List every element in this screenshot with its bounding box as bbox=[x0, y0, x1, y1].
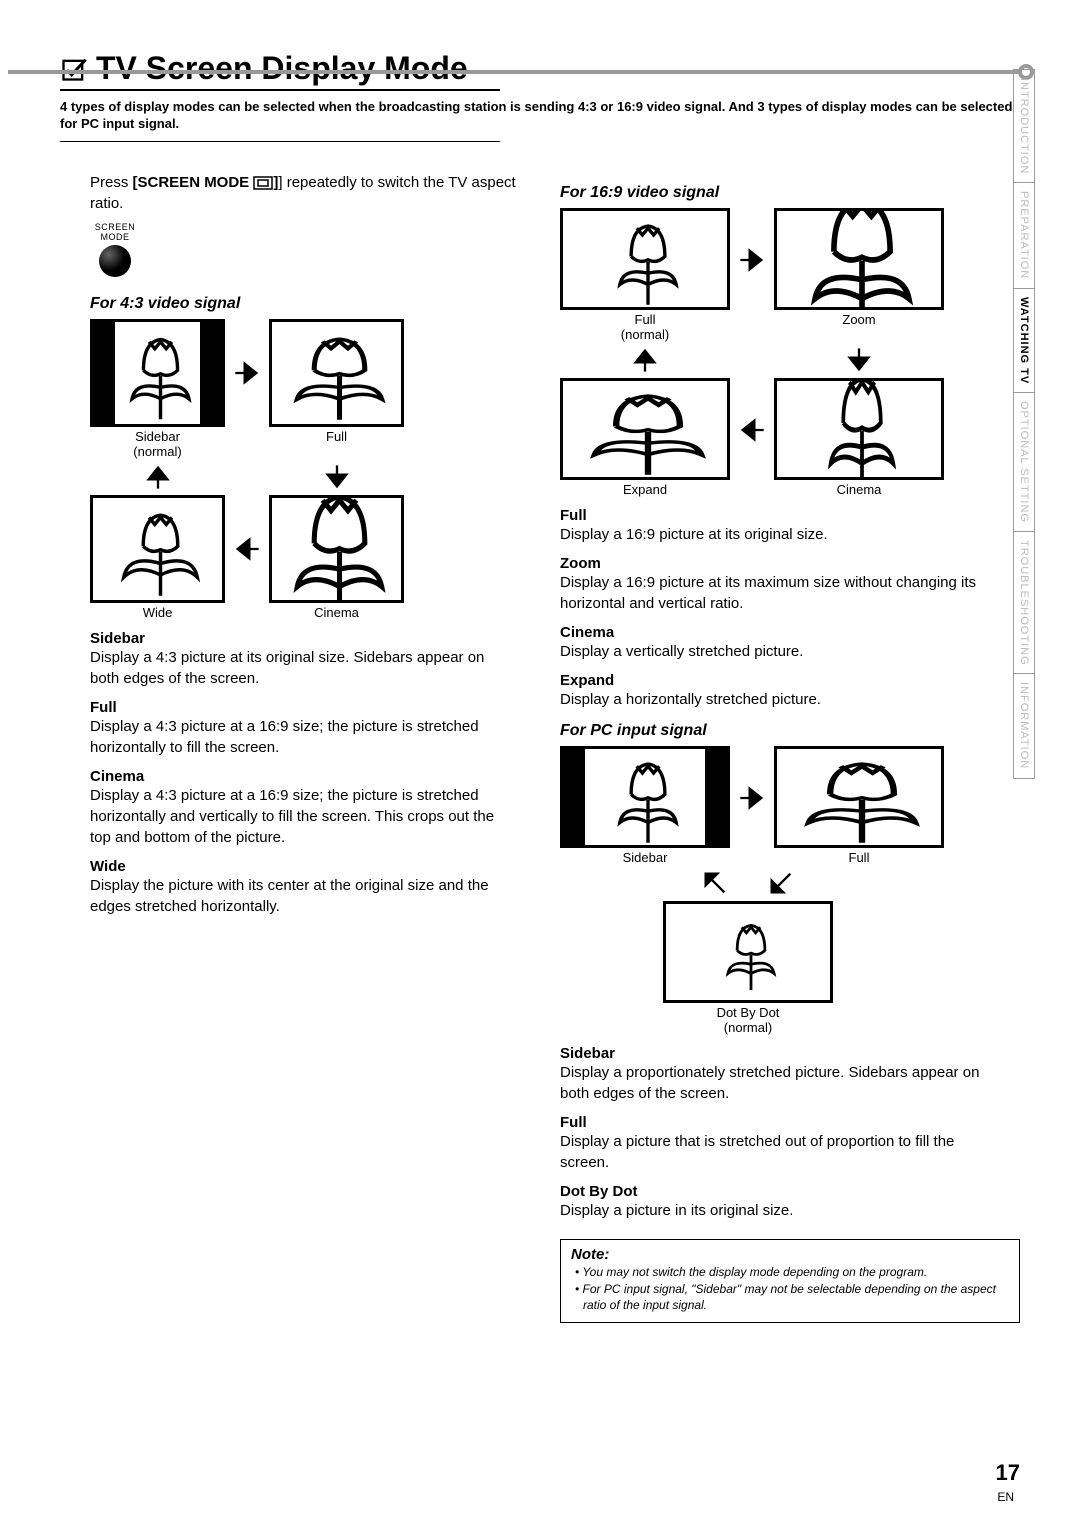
arrow-left-icon bbox=[738, 416, 766, 444]
label-cinema: Cinema bbox=[314, 605, 359, 620]
checkbox-icon bbox=[60, 55, 88, 83]
left-column: Press [SCREEN MODE ]] repeatedly to swit… bbox=[60, 172, 520, 1323]
diagram-4-3: Sidebar (normal) Full Wide bbox=[90, 319, 520, 620]
diagram-pc: Sidebar Full Dot By Dot (normal) bbox=[560, 746, 1020, 1035]
desc-sidebar: Display a 4:3 picture at its original si… bbox=[90, 647, 500, 689]
remote-button-icon bbox=[98, 244, 132, 278]
arrow-left-icon bbox=[233, 535, 261, 563]
screen-sidebar-pc bbox=[560, 746, 730, 848]
arrow-right-icon bbox=[738, 246, 766, 274]
term-cinema-169: Cinema bbox=[560, 624, 1020, 641]
desc-sidebar-pc: Display a proportionately stretched pict… bbox=[560, 1062, 1000, 1104]
term-cinema: Cinema bbox=[90, 768, 520, 785]
label-dotbydot: Dot By Dot bbox=[717, 1005, 780, 1020]
heading-pc: For PC input signal bbox=[560, 722, 1020, 740]
screen-cinema-16-9 bbox=[774, 378, 944, 480]
screen-cinema-4-3 bbox=[269, 495, 404, 603]
screen-sidebar-4-3 bbox=[90, 319, 225, 427]
screen-mode-icon bbox=[253, 176, 273, 190]
page-title: TV Screen Display Mode bbox=[60, 50, 1020, 87]
screen-full-16-9 bbox=[560, 208, 730, 310]
arrow-down-icon bbox=[323, 463, 351, 491]
desc-cinema: Display a 4:3 picture at a 16:9 size; th… bbox=[90, 785, 500, 848]
label-normal: (normal) bbox=[133, 444, 181, 459]
screen-expand-16-9 bbox=[560, 378, 730, 480]
tab-optional-setting: OPTIONAL SETTING bbox=[1013, 392, 1035, 532]
heading-4-3: For 4:3 video signal bbox=[90, 295, 520, 313]
heading-16-9: For 16:9 video signal bbox=[560, 184, 1020, 202]
screen-mode-button-label: [SCREEN MODE ] bbox=[133, 174, 279, 191]
desc-wide: Display the picture with its center at t… bbox=[90, 875, 500, 917]
screen-full-4-3 bbox=[269, 319, 404, 427]
desc-full: Display a 4:3 picture at a 16:9 size; th… bbox=[90, 716, 500, 758]
label-wide: Wide bbox=[143, 605, 173, 620]
desc-dotbydot-pc: Display a picture in its original size. bbox=[560, 1200, 1000, 1221]
desc-expand-169: Display a horizontally stretched picture… bbox=[560, 689, 1000, 710]
tab-introduction: INTRODUCTION bbox=[1013, 69, 1035, 183]
tab-preparation: PREPARATION bbox=[1013, 182, 1035, 288]
header-rule bbox=[8, 70, 1028, 74]
arrow-right-icon bbox=[738, 784, 766, 812]
screen-dotbydot-pc bbox=[663, 901, 833, 1003]
press-pre: Press bbox=[90, 174, 133, 191]
label-sidebar: Sidebar bbox=[135, 429, 180, 444]
tab-watching-tv: WATCHING TV bbox=[1013, 288, 1035, 393]
arrow-up-icon bbox=[144, 463, 172, 491]
label-full: Full bbox=[326, 429, 347, 444]
page-number: 17 bbox=[996, 1460, 1020, 1486]
label-expand: Expand bbox=[623, 482, 667, 497]
note-title: Note: bbox=[571, 1246, 1009, 1263]
section-tabs: INTRODUCTION PREPARATION WATCHING TV OPT… bbox=[1013, 70, 1035, 779]
page-lang: EN bbox=[997, 1490, 1014, 1504]
intro-text: 4 types of display modes can be selected… bbox=[60, 99, 1020, 133]
label-normal-169: (normal) bbox=[621, 327, 669, 342]
term-full-pc: Full bbox=[560, 1114, 1020, 1131]
screen-full-pc bbox=[774, 746, 944, 848]
arrow-down-left-icon bbox=[767, 869, 795, 897]
arrow-down-icon bbox=[845, 346, 873, 374]
label-full-169: Full bbox=[635, 312, 656, 327]
term-dotbydot-pc: Dot By Dot bbox=[560, 1183, 1020, 1200]
intro-underline bbox=[60, 141, 500, 142]
label-zoom: Zoom bbox=[842, 312, 875, 327]
note-item-2: • For PC input signal, "Sidebar" may not… bbox=[583, 1282, 1009, 1313]
title-underline bbox=[60, 89, 500, 91]
desc-zoom-169: Display a 16:9 picture at its maximum si… bbox=[560, 572, 1000, 614]
label-full-pc: Full bbox=[849, 850, 870, 865]
label-normal-pc: (normal) bbox=[724, 1020, 772, 1035]
arrow-up-left-icon bbox=[701, 869, 729, 897]
note-item-1: • You may not switch the display mode de… bbox=[583, 1265, 1009, 1281]
term-full: Full bbox=[90, 699, 520, 716]
desc-cinema-169: Display a vertically stretched picture. bbox=[560, 641, 1000, 662]
desc-full-pc: Display a picture that is stretched out … bbox=[560, 1131, 1000, 1173]
term-sidebar-pc: Sidebar bbox=[560, 1045, 1020, 1062]
arrow-up-icon bbox=[631, 346, 659, 374]
label-sidebar-pc: Sidebar bbox=[623, 850, 668, 865]
tab-troubleshooting: TROUBLESHOOTING bbox=[1013, 531, 1035, 675]
right-column: For 16:9 video signal Full (normal) Zoom bbox=[560, 172, 1020, 1323]
screen-wide-4-3 bbox=[90, 495, 225, 603]
note-box: Note: • You may not switch the display m… bbox=[560, 1239, 1020, 1323]
screen-mode-caption: SCREENMODE bbox=[90, 222, 140, 242]
term-wide: Wide bbox=[90, 858, 520, 875]
label-cinema-169: Cinema bbox=[837, 482, 882, 497]
press-instruction: Press [SCREEN MODE ]] repeatedly to swit… bbox=[90, 172, 520, 214]
desc-full-169: Display a 16:9 picture at its original s… bbox=[560, 524, 1000, 545]
term-full-169: Full bbox=[560, 507, 1020, 524]
arrow-right-icon bbox=[233, 359, 261, 387]
tab-information: INFORMATION bbox=[1013, 673, 1035, 778]
term-expand-169: Expand bbox=[560, 672, 1020, 689]
screen-zoom-16-9 bbox=[774, 208, 944, 310]
term-sidebar: Sidebar bbox=[90, 630, 520, 647]
diagram-16-9: Full (normal) Zoom Expand bbox=[560, 208, 1020, 497]
term-zoom-169: Zoom bbox=[560, 555, 1020, 572]
title-text: TV Screen Display Mode bbox=[96, 50, 468, 87]
